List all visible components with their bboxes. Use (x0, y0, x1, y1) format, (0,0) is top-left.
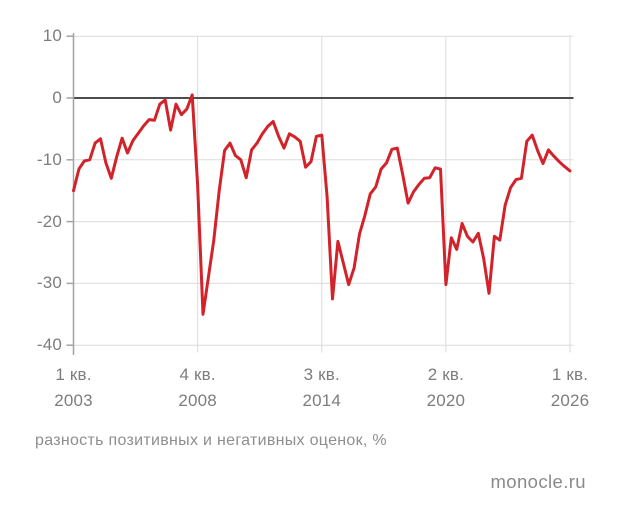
x-axis-label: 1 кв. 2003 (32, 362, 116, 414)
y-axis-label: -30 (36, 273, 62, 293)
x-axis-label-quarter: 3 кв. (303, 365, 340, 384)
y-axis-label: -10 (36, 149, 62, 169)
x-axis-label-quarter: 1 кв. (55, 365, 92, 384)
x-axis-label-year: 2008 (178, 391, 217, 410)
x-axis-label-quarter: 4 кв. (179, 365, 216, 384)
watermark-monocle: monocle.ru (490, 471, 586, 492)
x-axis-label-year: 2026 (550, 391, 590, 410)
x-axis-label: 1 кв. 2026 (528, 362, 612, 414)
y-axis-label: 10 (42, 26, 62, 46)
x-axis-label-quarter: 2 кв. (427, 365, 465, 384)
chart-caption: разность позитивных и негативных оценок,… (35, 432, 387, 449)
x-axis-label-year: 2014 (302, 391, 342, 410)
x-axis-label-year: 2003 (54, 391, 93, 410)
x-axis-label: 3 кв. 2014 (280, 362, 364, 414)
x-axis-label-quarter: 1 кв. (551, 365, 589, 384)
series-line (72, 93, 572, 316)
y-axis-label: -20 (36, 211, 62, 231)
y-axis-label: 0 (52, 88, 62, 107)
x-axis-label: 2 кв. 2020 (404, 362, 488, 414)
x-axis-label: 4 кв. 2008 (156, 362, 240, 414)
x-axis-label-year: 2020 (426, 391, 466, 410)
y-axis-label: -40 (36, 335, 62, 355)
